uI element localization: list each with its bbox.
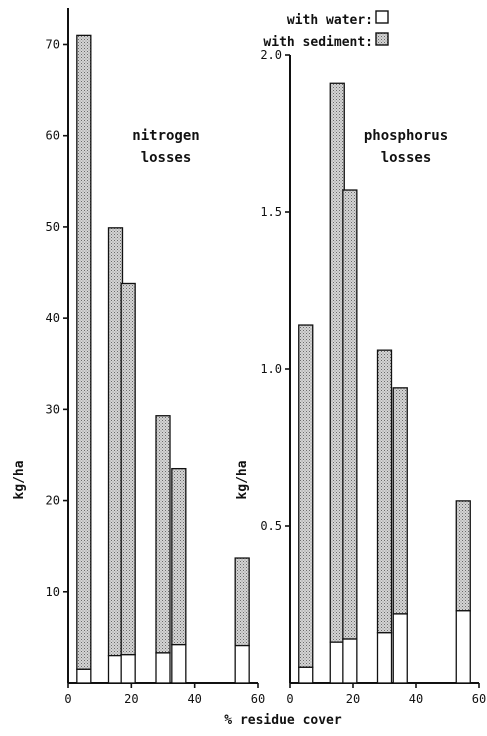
bar-sediment	[155, 415, 171, 654]
bar-water	[455, 610, 471, 684]
y-tick-label: 20	[46, 494, 60, 508]
x-tick-label: 60	[251, 692, 265, 706]
legend-label-water: with water:	[287, 13, 373, 28]
y-tick-label: 30	[46, 402, 60, 416]
legend: with water: with sediment:	[263, 10, 389, 50]
bar-sediment	[376, 349, 393, 634]
bar-water	[329, 641, 345, 684]
bar-water	[342, 638, 358, 684]
x-tick-label: 40	[187, 692, 201, 706]
y-tick-label: 10	[46, 585, 60, 599]
nitrogen-panel: 10 20 30 40 50 60 70 0 20 40 60 nitrogen losses kg/ha	[12, 8, 265, 706]
legend-swatch-sediment	[375, 32, 389, 46]
bar-water	[392, 613, 408, 684]
y-tick-label: 1.5	[260, 205, 282, 219]
bar-sediment	[342, 189, 358, 640]
x-tick-label: 0	[64, 692, 71, 706]
y-tick-label: 1.0	[260, 362, 282, 376]
y-tick-label: 2.0	[260, 48, 282, 62]
legend-swatch-water	[375, 10, 389, 24]
bar-water	[376, 632, 393, 684]
bar-sediment	[329, 82, 345, 643]
panel-title-line: losses	[381, 150, 432, 166]
y-tick-label: 70	[46, 37, 60, 51]
bar-water	[76, 668, 92, 684]
x-tick-label: 60	[472, 692, 486, 706]
y-axis-label: kg/ha	[235, 460, 250, 499]
bar-water	[298, 666, 314, 684]
y-tick-label: 50	[46, 220, 60, 234]
legend-label-sediment: with sediment:	[263, 35, 373, 50]
bar-sediment	[171, 467, 187, 646]
bar-sediment	[234, 557, 250, 647]
x-tick-label: 20	[346, 692, 360, 706]
bar-water	[155, 652, 171, 684]
bar-sediment	[298, 324, 314, 668]
bar-sediment	[455, 500, 471, 612]
phosphorus-panel: 0.5 1.0 1.5 2.0 0 20 40 60 phosphorus losses kg/ha	[235, 48, 486, 706]
x-axis-caption: % residue cover	[224, 713, 342, 728]
y-tick-label: 0.5	[260, 519, 282, 533]
bar-sediment	[120, 282, 136, 656]
bar-water	[107, 654, 124, 684]
bar-water	[120, 654, 136, 684]
bar-water	[171, 644, 187, 684]
bar-sediment	[392, 387, 408, 615]
y-axis-label: kg/ha	[12, 460, 27, 499]
x-tick-label: 40	[409, 692, 423, 706]
panel-title-line: phosphorus	[364, 128, 448, 144]
bar-sediment	[76, 34, 92, 670]
y-tick-label: 40	[46, 311, 60, 325]
x-tick-label: 20	[124, 692, 138, 706]
panel-title-line: losses	[141, 150, 192, 166]
bar-water	[234, 644, 250, 684]
panel-title-line: nitrogen	[132, 128, 199, 144]
y-tick-label: 60	[46, 129, 60, 143]
bar-sediment	[107, 227, 124, 657]
x-tick-label: 0	[286, 692, 293, 706]
